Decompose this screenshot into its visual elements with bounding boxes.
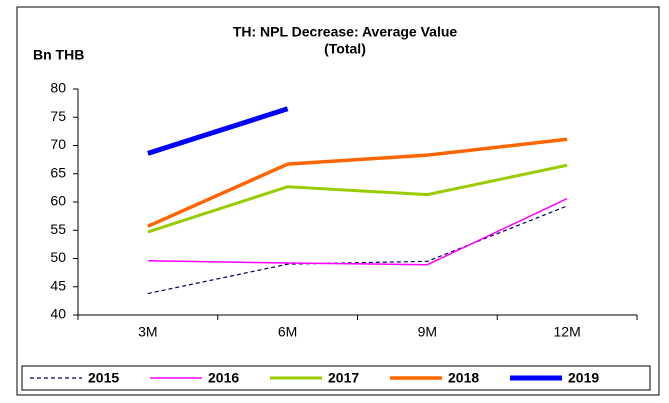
y-tick-label: 40 (50, 306, 66, 322)
y-tick-label: 55 (50, 221, 66, 237)
series-line (147, 197, 568, 266)
series-line (147, 137, 568, 228)
legend-label: 2018 (448, 370, 479, 386)
y-tick-label: 45 (50, 277, 66, 293)
legend-label: 2019 (568, 370, 599, 386)
chart-frame (16, 6, 660, 396)
series-line (147, 163, 568, 234)
y-tick-label: 60 (50, 193, 66, 209)
series-line (147, 205, 568, 295)
series-line (147, 106, 289, 156)
x-tick-label: 6M (278, 324, 297, 340)
y-tick-label: 75 (50, 108, 66, 124)
x-tick-label: 12M (554, 324, 581, 340)
legend-label: 2017 (328, 370, 359, 386)
x-tick-label: 9M (418, 324, 437, 340)
x-tick-label: 3M (138, 324, 157, 340)
y-tick-label: 65 (50, 164, 66, 180)
y-tick-label: 50 (50, 249, 66, 265)
y-tick-label: 70 (50, 136, 66, 152)
legend-label: 2016 (208, 370, 239, 386)
legend-box (21, 365, 651, 391)
y-axis-label: Bn THB (33, 47, 84, 63)
legend-label: 2015 (88, 370, 119, 386)
chart-title: (Total) (324, 41, 366, 57)
y-tick-label: 80 (50, 80, 66, 96)
chart-title: TH: NPL Decrease: Average Value (233, 24, 458, 40)
